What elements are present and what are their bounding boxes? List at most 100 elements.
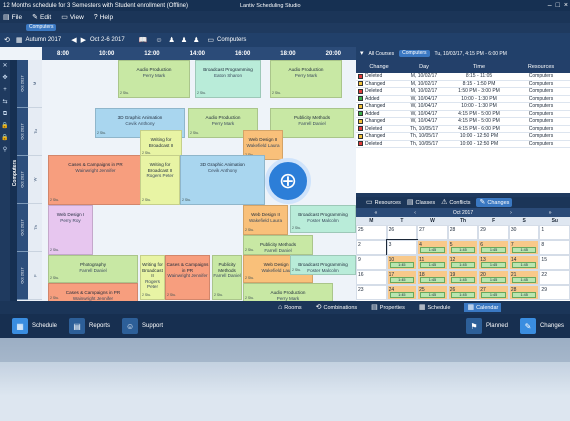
calendar-day[interactable]: 3 [385, 239, 419, 256]
changes-row[interactable]: Deleted M, 10/02/17 8:15 - 11:05 Computers [356, 73, 570, 81]
nav-schedule[interactable]: ▦ Schedule [12, 318, 57, 334]
calendar-day[interactable]: 9 [356, 255, 387, 270]
class-event[interactable]: Writing for Broadcast II Rogers Peter 2 St… [140, 155, 180, 205]
prev-icon[interactable]: ◀ [71, 36, 77, 44]
calendar-day[interactable]: 20 1:45 [478, 270, 509, 285]
calendar-event-chip[interactable]: 1:45 [511, 276, 537, 283]
class-event[interactable]: Cases & Campaigns in PR Wainwright Jennif… [165, 255, 210, 300]
add-icon[interactable]: + [3, 87, 7, 93]
next-icon[interactable]: ▶ [80, 36, 86, 44]
changes-row[interactable]: Changed W, 10/04/17 10:00 - 1:30 PM Compute… [356, 103, 570, 111]
calendar-event-chip[interactable]: 1:45 [389, 291, 415, 298]
lock-icon[interactable]: 🔒 [1, 135, 9, 141]
refresh-icon[interactable]: ⟲ [4, 36, 10, 44]
calendar-day[interactable]: 17 1:45 [386, 270, 418, 285]
calendar-day[interactable]: 16 [356, 270, 387, 285]
tab-schedule[interactable]: ▦ Schedule [418, 304, 451, 311]
minimize-icon[interactable]: – [547, 2, 552, 9]
datetime-filter[interactable]: Tu, 10/03/17, 4:15 PM - 6:00 PM [434, 50, 507, 57]
calendar-day[interactable]: 7 1:45 [508, 240, 540, 255]
prev-year-icon[interactable]: « [374, 209, 378, 216]
col-day[interactable]: Day [419, 63, 429, 70]
calendar-day[interactable]: 25 [356, 225, 387, 240]
dropdown-icon[interactable]: ▾ [360, 50, 364, 57]
calendar-event-chip[interactable]: 1:45 [481, 291, 506, 298]
class-event[interactable]: Photography Farrell Daniel 2 Stu. [48, 255, 138, 283]
calendar-day[interactable]: 10 1:45 [386, 255, 418, 270]
changes-row[interactable]: Deleted Th, 10/05/17 10:00 - 12:50 PM Compu… [356, 141, 570, 148]
calendar-day[interactable]: 4 1:45 [417, 240, 448, 255]
calendar-day[interactable]: 25 1:45 [417, 285, 448, 300]
calendar-event-chip[interactable]: 1:45 [420, 276, 445, 283]
changes-row[interactable]: Deleted Th, 10/05/17 4:15 PM - 6:00 PM Comp… [356, 126, 570, 133]
calendar-event-chip[interactable]: 1:45 [511, 246, 537, 253]
lock-icon[interactable]: 🔒 [1, 123, 9, 129]
class-event[interactable]: Broadcast Programming Foster Malcolm 2 Stu… [290, 205, 356, 233]
students-icon[interactable]: ♟ [193, 36, 200, 44]
calendar-day[interactable]: 26 [386, 225, 418, 240]
calendar-event-chip[interactable]: 1:45 [481, 261, 506, 268]
calendar-event-chip[interactable]: 1:45 [389, 276, 415, 283]
calendar-day[interactable]: 12 1:45 [447, 255, 479, 270]
calendar-day[interactable]: 2 [356, 240, 387, 255]
changes-row[interactable]: Deleted M, 10/02/17 1:50 PM - 3:00 PM Compu… [356, 88, 570, 96]
class-event[interactable]: 3D Graphic Animation Cevik Anthony 2 Stu. [180, 155, 265, 205]
changes-row[interactable]: Changed Th, 10/05/17 10:00 - 12:50 PM Compu… [356, 133, 570, 141]
calendar-event-chip[interactable]: 1:45 [511, 261, 537, 268]
date-range[interactable]: Oct 2-6 2017 [89, 37, 125, 43]
calendar-day[interactable]: 29 [539, 285, 570, 300]
calendar-event-chip[interactable]: 1:45 [450, 276, 476, 283]
prev-month-icon[interactable]: ‹ [414, 209, 416, 216]
nav-support[interactable]: ☺ Support [122, 318, 163, 334]
class-event[interactable]: Audio Production Perry Mark 2 Stu. [118, 60, 190, 98]
calendar-day[interactable]: 14 1:45 [508, 255, 540, 270]
class-event[interactable]: Audio Production Perry Mark 2 Stu. [243, 283, 333, 301]
calendar-day[interactable]: 30 [508, 225, 540, 240]
tab-classes[interactable]: ▤ Classes [406, 199, 436, 206]
calendar-day[interactable]: 23 [356, 285, 387, 300]
class-icon[interactable]: ♟ [168, 36, 175, 44]
class-event[interactable]: Cases & Campaigns in PR Wainwright Jennif… [48, 155, 143, 205]
calendar-event-chip[interactable]: 1:45 [420, 261, 445, 268]
class-event[interactable]: Cases & Campaigns in PR Wainwright Jennif… [48, 283, 138, 301]
calendar-day[interactable]: 13 1:45 [478, 255, 509, 270]
nav-planned[interactable]: ⚑ Planned [465, 318, 508, 334]
changes-row[interactable]: Added W, 10/04/17 4:15 PM - 5:00 PM Compute… [356, 111, 570, 118]
calendar-event-chip[interactable]: 1:45 [389, 261, 415, 268]
book-icon[interactable]: 📖 [138, 36, 148, 44]
calendar-day[interactable]: 24 1:45 [386, 285, 418, 300]
group-icon[interactable]: ♟ [180, 36, 188, 44]
col-time[interactable]: Time [472, 63, 486, 70]
changes-row[interactable]: Changed M, 10/02/17 8:15 - 1:50 PM Computer… [356, 81, 570, 88]
col-resources[interactable]: Resources [527, 63, 555, 70]
calendar-day[interactable]: 26 1:45 [447, 285, 479, 300]
calendar-day[interactable]: 11 1:45 [417, 255, 448, 270]
term-selector[interactable]: Autumn 2017 [25, 37, 62, 43]
copy-icon[interactable]: ⧉ [2, 111, 8, 117]
calendar-day[interactable]: 29 [478, 225, 509, 240]
class-event[interactable]: Writing for Broadcast II Rogers Peter 2 St… [140, 255, 165, 300]
calendar-day[interactable]: 27 1:45 [478, 285, 509, 300]
calendar-day[interactable]: 28 [447, 225, 479, 240]
calendar-event-chip[interactable]: 1:45 [450, 261, 476, 268]
teacher-icon[interactable]: ☺ [155, 36, 163, 44]
calendar-event-chip[interactable]: 1:45 [450, 246, 476, 253]
close-icon[interactable]: × [563, 2, 568, 9]
close-icon[interactable]: ✕ [2, 63, 8, 69]
next-year-icon[interactable]: » [548, 209, 552, 216]
menu-edit[interactable]: ✎ Edit [32, 13, 52, 21]
class-event[interactable]: Broadcast Programming Eaton Sharon 2 Stu. [195, 60, 261, 98]
calendar-day[interactable]: 28 1:45 [508, 285, 540, 300]
class-event[interactable]: Audio Production Perry Mark 2 Stu. [270, 60, 342, 98]
merge-icon[interactable]: ⇆ [2, 99, 8, 105]
tab-rooms[interactable]: ⌂ Rooms [278, 304, 302, 311]
calendar-day[interactable]: 27 [417, 225, 448, 240]
tab-conflicts[interactable]: ⚠ Conflicts [441, 199, 471, 206]
changes-row[interactable]: Changed W, 10/04/17 4:15 PM - 5:00 PM Compu… [356, 118, 570, 126]
computers-filter[interactable]: Computers [399, 50, 430, 57]
class-event[interactable]: Broadcast Programming Foster Malcolm 2 Stu… [290, 255, 356, 275]
calendar-event-chip[interactable]: 1:45 [481, 246, 506, 253]
tab-calendar[interactable]: ▦ Calendar [464, 303, 502, 312]
